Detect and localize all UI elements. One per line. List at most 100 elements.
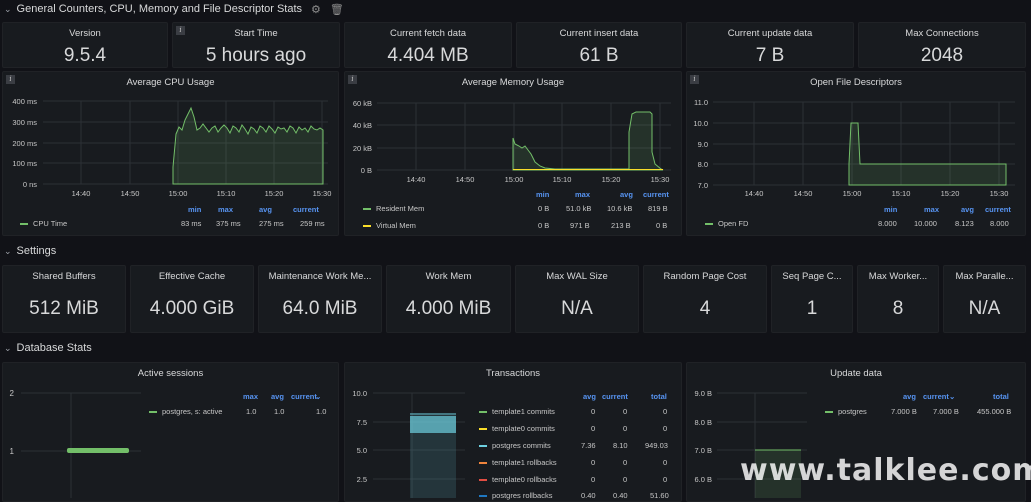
legend-header[interactable]: min	[536, 190, 550, 199]
row-database-title: Database Stats	[16, 342, 92, 354]
row-settings[interactable]: ⌄ Settings	[4, 243, 56, 259]
legend-header[interactable]: avg	[271, 392, 284, 401]
stat-fetch-data: Current fetch data 4.404 MB	[344, 22, 512, 68]
setting-title: Max WAL Size	[546, 271, 608, 282]
legend-header[interactable]: min	[884, 205, 898, 214]
legend-item-template0-commits[interactable]: template0 commits	[479, 424, 555, 433]
setting-value: N/A	[968, 298, 1001, 319]
legend-header[interactable]: avg	[259, 205, 272, 214]
legend-item-template0-rollbacks[interactable]: template0 rollbacks	[479, 475, 557, 484]
legend-item-postgres-commits[interactable]: postgres commits	[479, 441, 551, 450]
legend-swatch	[479, 445, 487, 448]
legend-swatch	[479, 462, 487, 465]
stat-version: Version 9.5.4	[2, 22, 168, 68]
legend-swatch	[149, 411, 157, 414]
stat-insert-data: Current insert data 61 B	[516, 22, 682, 68]
legend-value: 0	[591, 424, 596, 433]
update-area	[755, 450, 801, 498]
y-tick: 7.0	[698, 181, 708, 190]
legend-item-postgres[interactable]: postgres	[825, 407, 867, 416]
legend-header[interactable]: total	[993, 392, 1009, 401]
setting-random-page-cost: Random Page Cost 4	[643, 265, 767, 333]
legend-value: 7.000 B	[891, 407, 917, 416]
setting-value: 4.000 MiB	[405, 298, 492, 319]
x-tick: 15:30	[990, 189, 1009, 198]
legend-value: 83 ms	[181, 219, 202, 228]
y-tick: 7.5	[357, 418, 367, 427]
legend-header[interactable]: avg	[620, 190, 633, 199]
legend-item-virtual-mem[interactable]: Virtual Mem	[363, 221, 416, 230]
legend-value: 0	[663, 407, 668, 416]
gear-icon[interactable]: ⚙	[311, 3, 321, 16]
legend-label: postgres	[838, 407, 867, 416]
legend-header[interactable]: max	[243, 392, 259, 401]
info-icon[interactable]: i	[6, 75, 15, 84]
row-settings-title: Settings	[16, 245, 57, 257]
legend-header[interactable]: total	[651, 392, 667, 401]
y-tick: 2.5	[357, 475, 367, 484]
trash-icon[interactable]: 🗑	[329, 3, 344, 16]
legend-value: 10.6 kB	[607, 204, 633, 213]
legend-item-template1-commits[interactable]: template1 commits	[479, 407, 555, 416]
legend-header[interactable]: current	[923, 392, 949, 401]
info-icon[interactable]: i	[176, 26, 185, 35]
stat-value: 9.5.4	[63, 45, 107, 66]
legend-item-template1-rollbacks[interactable]: template1 rollbacks	[479, 458, 557, 467]
legend-value: 275 ms	[259, 219, 284, 228]
legend-value: 10.000	[914, 219, 937, 228]
stat-value: 5 hours ago	[205, 45, 307, 66]
legend-value: 8.10	[613, 441, 628, 450]
row-database-stats[interactable]: ⌄ Database Stats	[4, 340, 92, 356]
y-tick: 7.0 B	[694, 446, 712, 455]
legend-value: 1.0	[246, 407, 257, 416]
legend-item-resident-mem[interactable]: Resident Mem	[363, 204, 424, 213]
legend-header[interactable]: avg	[961, 205, 974, 214]
memory-chart: 60 kB 40 kB 20 kB 0 B 14:40 14:50 15:00 …	[353, 99, 671, 184]
legend-value: 7.36	[581, 441, 596, 450]
legend-item-open-fd[interactable]: Open FD	[705, 219, 748, 228]
setting-shared-buffers: Shared Buffers 512 MiB	[2, 265, 126, 333]
info-icon[interactable]: i	[348, 75, 357, 84]
y-tick: 300 ms	[12, 118, 37, 127]
setting-max-worker-processes: Max Worker... 8	[857, 265, 939, 333]
sort-chevron-icon[interactable]: ⌄	[949, 392, 956, 401]
legend-header[interactable]: current	[291, 392, 317, 401]
legend-header[interactable]: current	[643, 190, 669, 199]
chevron-down-icon[interactable]: ⌄	[4, 3, 12, 14]
sort-chevron-icon[interactable]: ⌄	[315, 392, 322, 401]
legend-value: 7.000 B	[933, 407, 959, 416]
legend-swatch	[20, 223, 28, 226]
setting-value: 1	[806, 298, 818, 319]
watermark: www.talklee.com	[740, 453, 1031, 488]
setting-value: 4	[699, 298, 711, 319]
chevron-down-icon[interactable]: ⌄	[4, 245, 12, 256]
stat-title: Start Time	[234, 28, 278, 39]
legend-header[interactable]: min	[188, 205, 202, 214]
row-general[interactable]: ⌄ General Counters, CPU, Memory and File…	[4, 1, 344, 17]
panel-cpu-usage: i Average CPU Usage 400 ms 300 ms 200 ms…	[2, 71, 339, 236]
legend-header[interactable]: avg	[903, 392, 916, 401]
legend-header[interactable]: max	[218, 205, 234, 214]
legend-item-postgres-active[interactable]: postgres, s: active	[149, 407, 222, 416]
resident-mem-series	[512, 111, 664, 171]
stat-title: Current fetch data	[389, 28, 467, 39]
legend-value: 8.123	[955, 219, 974, 228]
legend-header[interactable]: max	[575, 190, 591, 199]
chevron-down-icon[interactable]: ⌄	[4, 342, 12, 353]
legend-value: 375 ms	[216, 219, 241, 228]
legend-header[interactable]: current	[985, 205, 1011, 214]
legend-header[interactable]: current	[602, 392, 628, 401]
setting-title: Max Paralle...	[955, 271, 1014, 282]
x-tick: 15:00	[169, 189, 188, 198]
x-tick: 15:20	[941, 189, 960, 198]
panel-title: Open File Descriptors	[810, 77, 902, 88]
legend-header[interactable]: max	[924, 205, 940, 214]
panel-open-fd: i Open File Descriptors 11.0 10.0 9.0 8.…	[686, 71, 1026, 236]
stat-title: Current insert data	[559, 28, 639, 39]
legend-header[interactable]: avg	[583, 392, 596, 401]
info-icon[interactable]: i	[690, 75, 699, 84]
legend-item-cpu-time[interactable]: CPU Time	[20, 219, 67, 228]
legend-item-postgres-rollbacks[interactable]: postgres rollbacks	[479, 491, 552, 500]
postgres-commits-band	[410, 416, 456, 433]
legend-header[interactable]: current	[293, 205, 319, 214]
